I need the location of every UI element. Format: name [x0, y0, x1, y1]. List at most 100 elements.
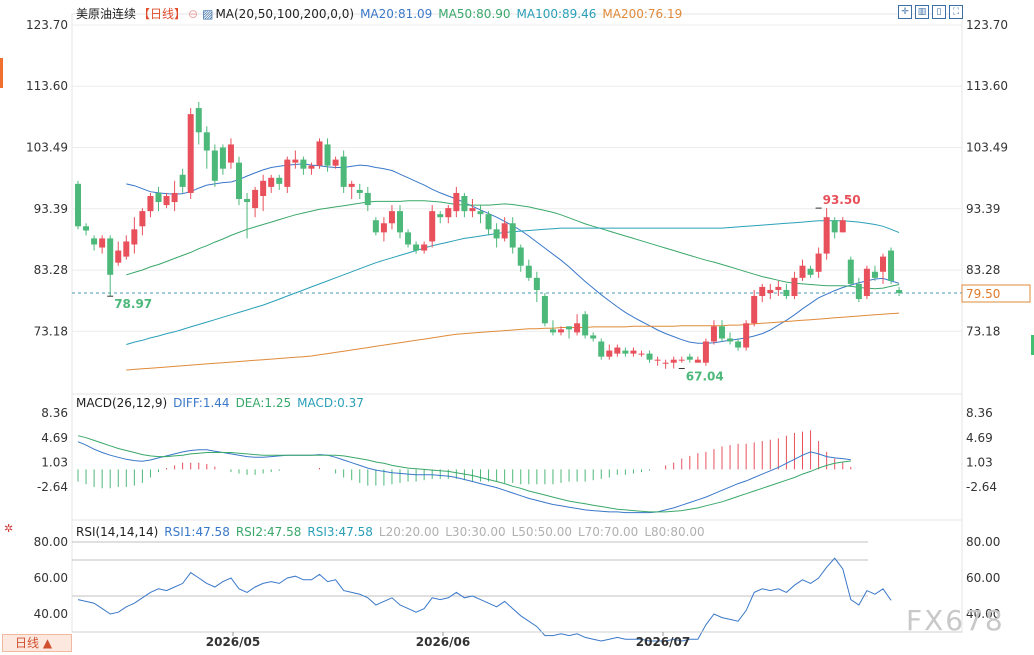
candle-body: [759, 286, 766, 297]
chart-type-icon[interactable]: ▨: [202, 7, 214, 21]
price-tick-label-left: 123.70: [26, 18, 68, 32]
price-tick-label-right: 73.18: [966, 324, 1000, 338]
macd-tick-label-left: 8.36: [41, 406, 68, 420]
ma-line-ma200: [126, 312, 900, 371]
candle-body: [694, 359, 701, 363]
candle-body: [743, 323, 750, 348]
rsi-tick-label-right: 60.00: [966, 571, 1000, 585]
candle-body: [888, 250, 895, 281]
rsi-params[interactable]: RSI(14,14,14): [76, 525, 159, 539]
candle-body: [227, 144, 234, 163]
candle-body: [203, 132, 210, 151]
ma100-value: MA100:89.46: [516, 7, 597, 21]
price-axis-left: 123.70 113.60 103.49 93.39 83.28 73.18: [26, 18, 68, 338]
price-tick-label-right: 113.60: [966, 79, 1008, 93]
ma200-value: MA200:76.19: [602, 7, 683, 21]
price-annotations: 78.97 67.04 93.50: [107, 193, 861, 384]
price-tick-label-right: 103.49: [966, 141, 1008, 155]
rsi-tick-label-left: 40.00: [34, 607, 68, 621]
candle-body: [364, 192, 371, 206]
candle-body: [574, 323, 581, 333]
candle-body: [469, 208, 476, 212]
candle-body: [815, 253, 822, 272]
extreme-label: 93.50: [823, 193, 861, 207]
price-tick-label-left: 73.18: [34, 324, 68, 338]
ma-params[interactable]: MA(20,50,100,200,0,0): [215, 7, 355, 21]
candle-body: [558, 329, 564, 333]
candle-body: [413, 244, 420, 251]
rsi-tick-label-right: 40.00: [966, 607, 1000, 621]
candle-body: [791, 277, 798, 297]
chart-toolbar: ✛ ▥ ▯ ⛶: [898, 5, 963, 19]
right-edge-marker: [1031, 335, 1034, 355]
x-tick-label: 2026/06: [416, 635, 470, 649]
candle-body: [847, 259, 854, 284]
candle-body: [614, 347, 621, 354]
price-tick-label-left: 83.28: [34, 263, 68, 277]
price-tick-label-right: 123.70: [966, 18, 1008, 32]
macd-tick-label-right: 8.36: [966, 406, 993, 420]
crosshair-icon[interactable]: ✛: [898, 5, 912, 19]
candle-body: [775, 286, 782, 290]
rsi-line: [77, 557, 892, 642]
candle-body: [421, 244, 428, 251]
rsi-l30: L30:30.00: [445, 525, 506, 539]
rsi1-value: RSI1:47.58: [164, 525, 230, 539]
candle-body: [115, 250, 122, 263]
bar-chart-icon[interactable]: ▥: [915, 5, 929, 19]
candle-body: [863, 268, 870, 297]
candle-body: [678, 359, 685, 361]
candlesticks: [75, 102, 903, 369]
candle-body: [590, 335, 597, 339]
candle-body: [397, 211, 403, 233]
candle-body: [83, 226, 90, 231]
candle-body: [300, 159, 307, 169]
candle-body: [276, 177, 283, 184]
candle-body: [541, 296, 548, 324]
macd-dea-value: DEA:1.25: [235, 396, 292, 410]
candle-body: [485, 214, 492, 230]
candle-body: [686, 356, 693, 360]
candle-body: [260, 180, 267, 196]
expand-icon[interactable]: ⛶: [949, 5, 963, 19]
candle-body: [139, 211, 146, 227]
price-tick-label-left: 103.49: [26, 141, 68, 155]
candle-body: [719, 326, 725, 339]
candle-body: [896, 289, 903, 293]
rsi3-value: RSI3:47.58: [307, 525, 373, 539]
candle-body: [219, 147, 226, 169]
candle-body: [727, 338, 734, 342]
candle-body: [509, 223, 516, 248]
candle-body: [710, 326, 717, 342]
macd-tick-label-left: 4.69: [41, 431, 68, 445]
macd-value: MACD:0.37: [297, 396, 364, 410]
rsi-legend: RSI(14,14,14) RSI1:47.58 RSI2:47.58 RSI3:47…: [76, 525, 711, 539]
candle-body: [195, 108, 202, 133]
watermark-logo: FX678: [906, 604, 1005, 637]
candle-icon[interactable]: ▯: [932, 5, 946, 19]
candle-body: [284, 159, 291, 187]
candle-body: [380, 223, 387, 233]
price-tick-label-right: 83.28: [966, 263, 1000, 277]
candle-body: [179, 174, 186, 187]
rsi-lines: [77, 557, 892, 642]
gear-icon[interactable]: ✲: [4, 522, 14, 535]
period-selector-button[interactable]: 日线 ▲: [2, 634, 72, 652]
candle-body: [871, 271, 878, 278]
candle-body: [252, 189, 259, 209]
candle-body: [147, 195, 154, 212]
ma20-value: MA20:81.09: [360, 7, 433, 21]
period-tag[interactable]: 【日线】: [138, 7, 187, 21]
candle-body: [533, 277, 540, 290]
x-axis: 2026/05 2026/06 2026/07: [72, 631, 962, 649]
candle-body: [429, 211, 436, 242]
candle-body: [316, 141, 323, 166]
candle-body: [107, 238, 114, 275]
moving-average-lines: [126, 163, 900, 371]
settings-circle-icon[interactable]: ⊖: [188, 7, 199, 21]
rsi-l80: L80:80.00: [644, 525, 705, 539]
macd-params[interactable]: MACD(26,12,9): [76, 396, 168, 410]
candle-body: [91, 238, 98, 245]
candle-body: [501, 223, 508, 239]
